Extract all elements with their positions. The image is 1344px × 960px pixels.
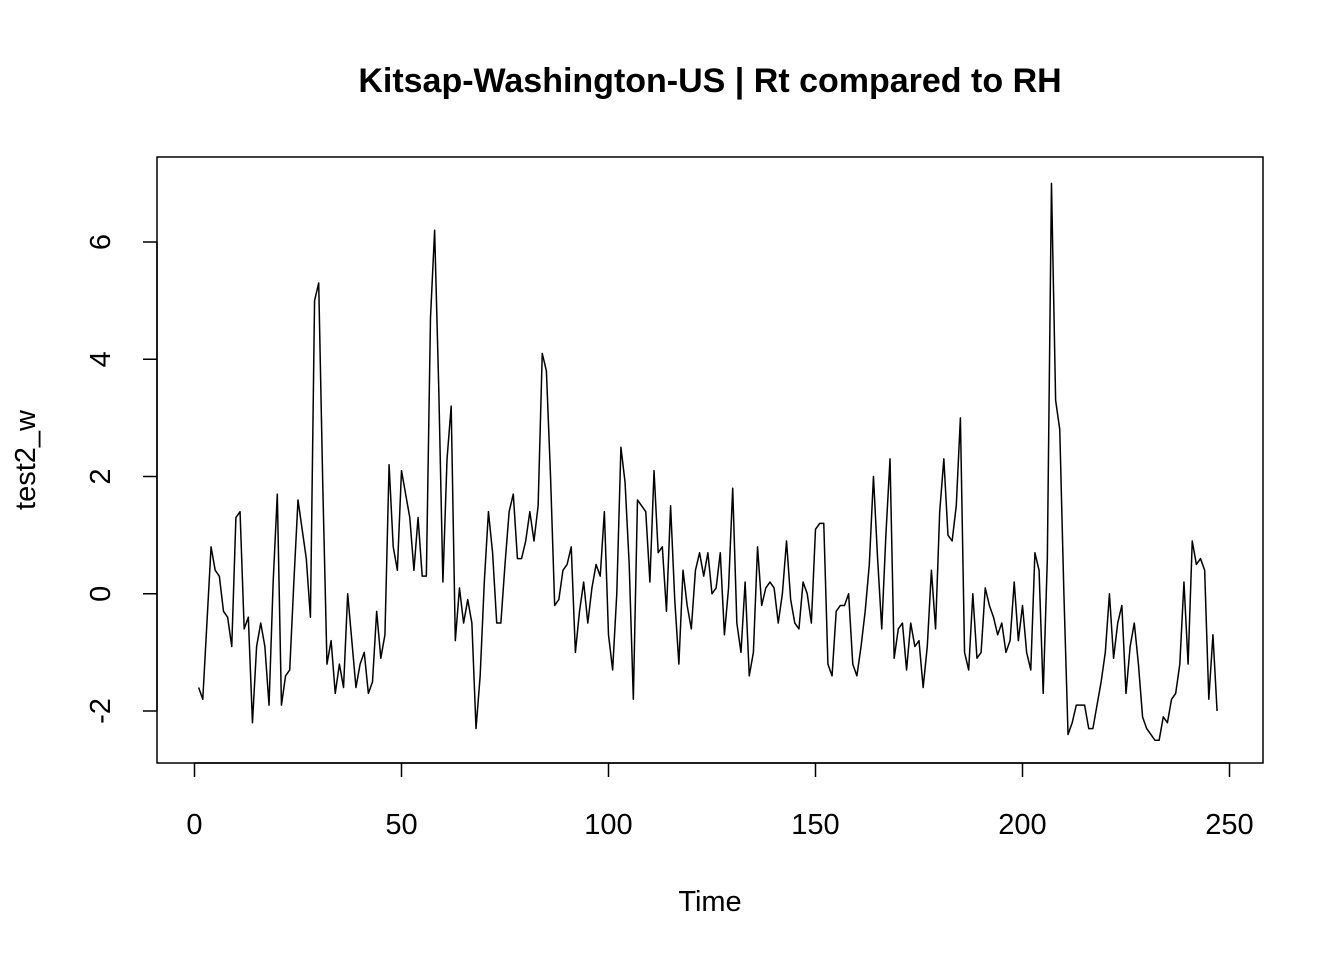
y-tick-label: 4: [85, 351, 117, 367]
chart-title: Kitsap-Washington-US | Rt compared to RH: [358, 62, 1061, 100]
y-axis: -2 0 2 4 6: [85, 234, 158, 724]
y-axis-label: test2_w: [10, 409, 42, 510]
x-tick-label: 150: [791, 809, 839, 841]
x-tick-label: 0: [186, 809, 202, 841]
x-tick-label: 100: [584, 809, 632, 841]
y-tick-label: 2: [85, 468, 117, 484]
x-tick-label: 50: [385, 809, 417, 841]
x-tick-label: 200: [998, 809, 1046, 841]
x-axis-label: Time: [678, 886, 741, 918]
x-tick-label: 250: [1205, 809, 1253, 841]
y-tick-label: 6: [85, 234, 117, 250]
x-axis: 0 50 100 150 200 250: [186, 762, 1254, 841]
y-tick-label: -2: [85, 698, 117, 724]
series-line: [197, 182, 1218, 742]
y-tick-label: 0: [85, 586, 117, 602]
